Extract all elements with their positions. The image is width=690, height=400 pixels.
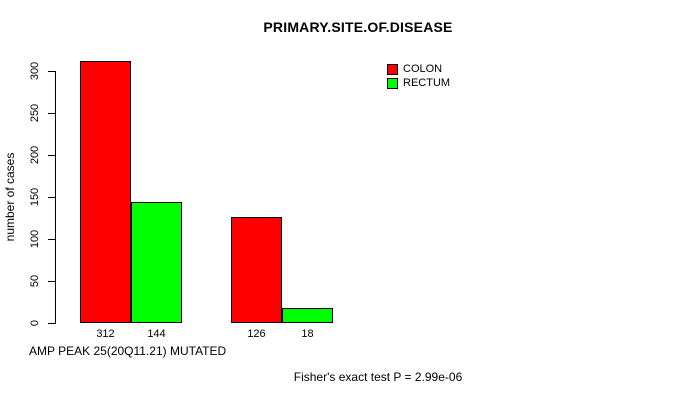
y-axis-title: number of cases [3,152,17,242]
bar-colon-group2 [231,217,282,323]
y-axis-tick-label: 0 [29,319,41,327]
bar-rectum-group2 [282,308,333,323]
fisher-test-footnote: Fisher's exact test P = 2.99e-06 [293,370,463,384]
y-axis-tick-label: 300 [29,61,41,81]
bar-value-label: 126 [247,328,266,340]
chart-title: PRIMARY.SITE.OF.DISEASE [263,19,453,35]
legend-label-colon: COLON [403,63,443,75]
x-axis-title: AMP PEAK 25(20Q11.21) MUTATED [29,344,227,358]
legend: COLON RECTUM [387,62,450,90]
bar-value-label: 18 [301,328,314,340]
bar-value-label: 144 [147,328,166,340]
y-axis-tick [48,323,55,324]
y-axis-tick [48,197,55,198]
bar-colon-group1 [80,61,131,323]
colon-swatch-icon [387,63,398,75]
bar-value-label: 312 [96,328,115,340]
legend-item-rectum: RECTUM [387,76,450,90]
legend-label-rectum: RECTUM [403,77,451,89]
rectum-swatch-icon [387,77,398,89]
y-axis-tick-label: 50 [29,274,41,288]
y-axis-tick-label: 150 [29,187,41,207]
y-axis-tick [48,281,55,282]
y-axis-tick [48,155,55,156]
y-axis-tick-label: 100 [29,229,41,249]
y-axis-tick [48,113,55,114]
y-axis-line [55,71,56,324]
y-axis-tick [48,239,55,240]
y-axis-tick [48,71,55,72]
legend-item-colon: COLON [387,62,450,76]
y-axis-tick-label: 250 [29,103,41,123]
bar-rectum-group1 [131,202,182,323]
y-axis-tick-label: 200 [29,145,41,165]
